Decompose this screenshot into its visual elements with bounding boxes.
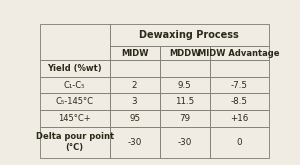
Text: 0: 0 [236, 138, 242, 147]
Bar [210, 94, 269, 110]
Bar [110, 46, 160, 60]
Bar [110, 77, 160, 94]
Bar [110, 60, 160, 77]
Bar [110, 24, 269, 46]
Bar [160, 94, 209, 110]
Bar [110, 127, 160, 158]
Bar [210, 110, 269, 127]
Text: 11.5: 11.5 [175, 97, 194, 106]
Text: C₅-145°C: C₅-145°C [56, 97, 94, 106]
Text: 9.5: 9.5 [178, 81, 191, 90]
Text: -30: -30 [128, 138, 142, 147]
Text: Dewaxing Process: Dewaxing Process [139, 30, 239, 40]
Text: 145°C+: 145°C+ [58, 114, 91, 123]
Text: MDDW: MDDW [169, 49, 200, 58]
Bar [160, 110, 209, 127]
Text: Yield (%wt): Yield (%wt) [47, 64, 102, 73]
Text: 95: 95 [129, 114, 140, 123]
Text: C₁-C₅: C₁-C₅ [64, 81, 86, 90]
Bar [110, 110, 160, 127]
Bar [40, 94, 110, 110]
Bar [40, 60, 110, 77]
Bar [210, 46, 269, 60]
Text: MIDW Advantage: MIDW Advantage [198, 49, 280, 58]
Bar [40, 77, 110, 94]
Bar [210, 127, 269, 158]
Text: Delta pour point
(°C): Delta pour point (°C) [36, 132, 114, 152]
Text: -30: -30 [177, 138, 192, 147]
Bar [160, 77, 209, 94]
Text: 79: 79 [179, 114, 190, 123]
Bar [160, 46, 209, 60]
Bar [160, 60, 209, 77]
Bar [40, 24, 110, 60]
Bar [40, 110, 110, 127]
Text: MIDW: MIDW [121, 49, 148, 58]
Text: -7.5: -7.5 [231, 81, 248, 90]
Text: -8.5: -8.5 [231, 97, 248, 106]
Text: +16: +16 [230, 114, 248, 123]
Bar [210, 60, 269, 77]
Text: 3: 3 [132, 97, 137, 106]
Bar [110, 94, 160, 110]
Bar [40, 127, 110, 158]
Bar [160, 127, 209, 158]
Text: 2: 2 [132, 81, 137, 90]
Bar [210, 77, 269, 94]
